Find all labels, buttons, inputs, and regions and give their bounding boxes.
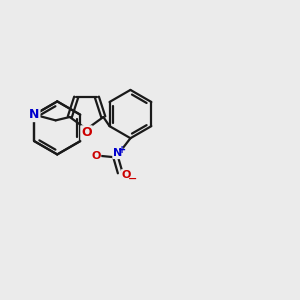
Text: −: −	[128, 173, 137, 184]
Text: +: +	[118, 145, 126, 155]
Text: N: N	[113, 148, 122, 158]
Text: O: O	[91, 151, 100, 161]
Text: O: O	[122, 170, 131, 180]
Text: N: N	[29, 108, 40, 121]
Text: O: O	[81, 126, 92, 139]
